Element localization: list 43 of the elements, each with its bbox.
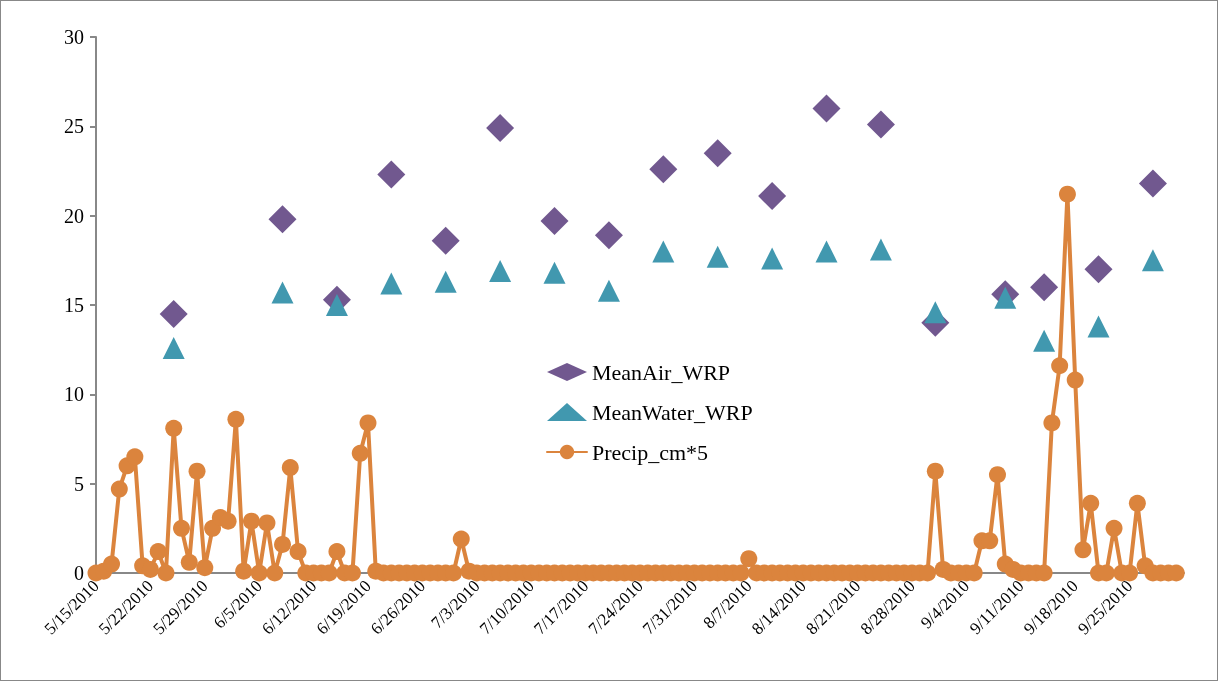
point bbox=[1087, 315, 1110, 338]
point bbox=[1138, 169, 1167, 198]
legend-label: MeanWater_WRP bbox=[592, 399, 753, 425]
legend-label: Precip_cm*5 bbox=[592, 439, 709, 465]
point bbox=[268, 205, 297, 234]
y-tick-label: 20 bbox=[64, 204, 84, 227]
point bbox=[543, 261, 566, 284]
point bbox=[325, 294, 348, 316]
point bbox=[486, 114, 515, 143]
y-tick-label: 25 bbox=[64, 115, 84, 138]
point bbox=[162, 336, 185, 359]
point bbox=[1141, 249, 1164, 272]
point bbox=[815, 240, 838, 263]
point bbox=[761, 247, 784, 270]
point bbox=[706, 245, 729, 268]
point bbox=[758, 182, 787, 211]
point bbox=[924, 301, 947, 324]
y-tick-label: 0 bbox=[74, 562, 84, 584]
legend-label: MeanAir_WRP bbox=[592, 359, 731, 385]
point bbox=[377, 160, 406, 189]
point bbox=[159, 299, 188, 328]
y-tick-label: 5 bbox=[74, 472, 84, 495]
point bbox=[866, 110, 895, 139]
point bbox=[994, 286, 1017, 309]
point bbox=[540, 207, 569, 236]
point bbox=[703, 139, 732, 168]
point bbox=[1030, 273, 1059, 302]
point bbox=[652, 240, 675, 263]
point bbox=[434, 270, 457, 293]
point bbox=[431, 226, 460, 255]
point bbox=[380, 272, 403, 295]
point bbox=[869, 238, 892, 261]
y-tick-label: 15 bbox=[64, 294, 84, 316]
point bbox=[597, 279, 620, 302]
y-tick-label: 30 bbox=[64, 26, 84, 48]
y-tick-label: 10 bbox=[64, 383, 84, 406]
point bbox=[1084, 255, 1113, 284]
point bbox=[271, 281, 294, 304]
point bbox=[594, 221, 623, 250]
point bbox=[489, 260, 512, 283]
point bbox=[649, 155, 678, 184]
point bbox=[1033, 329, 1056, 352]
point bbox=[812, 94, 841, 123]
